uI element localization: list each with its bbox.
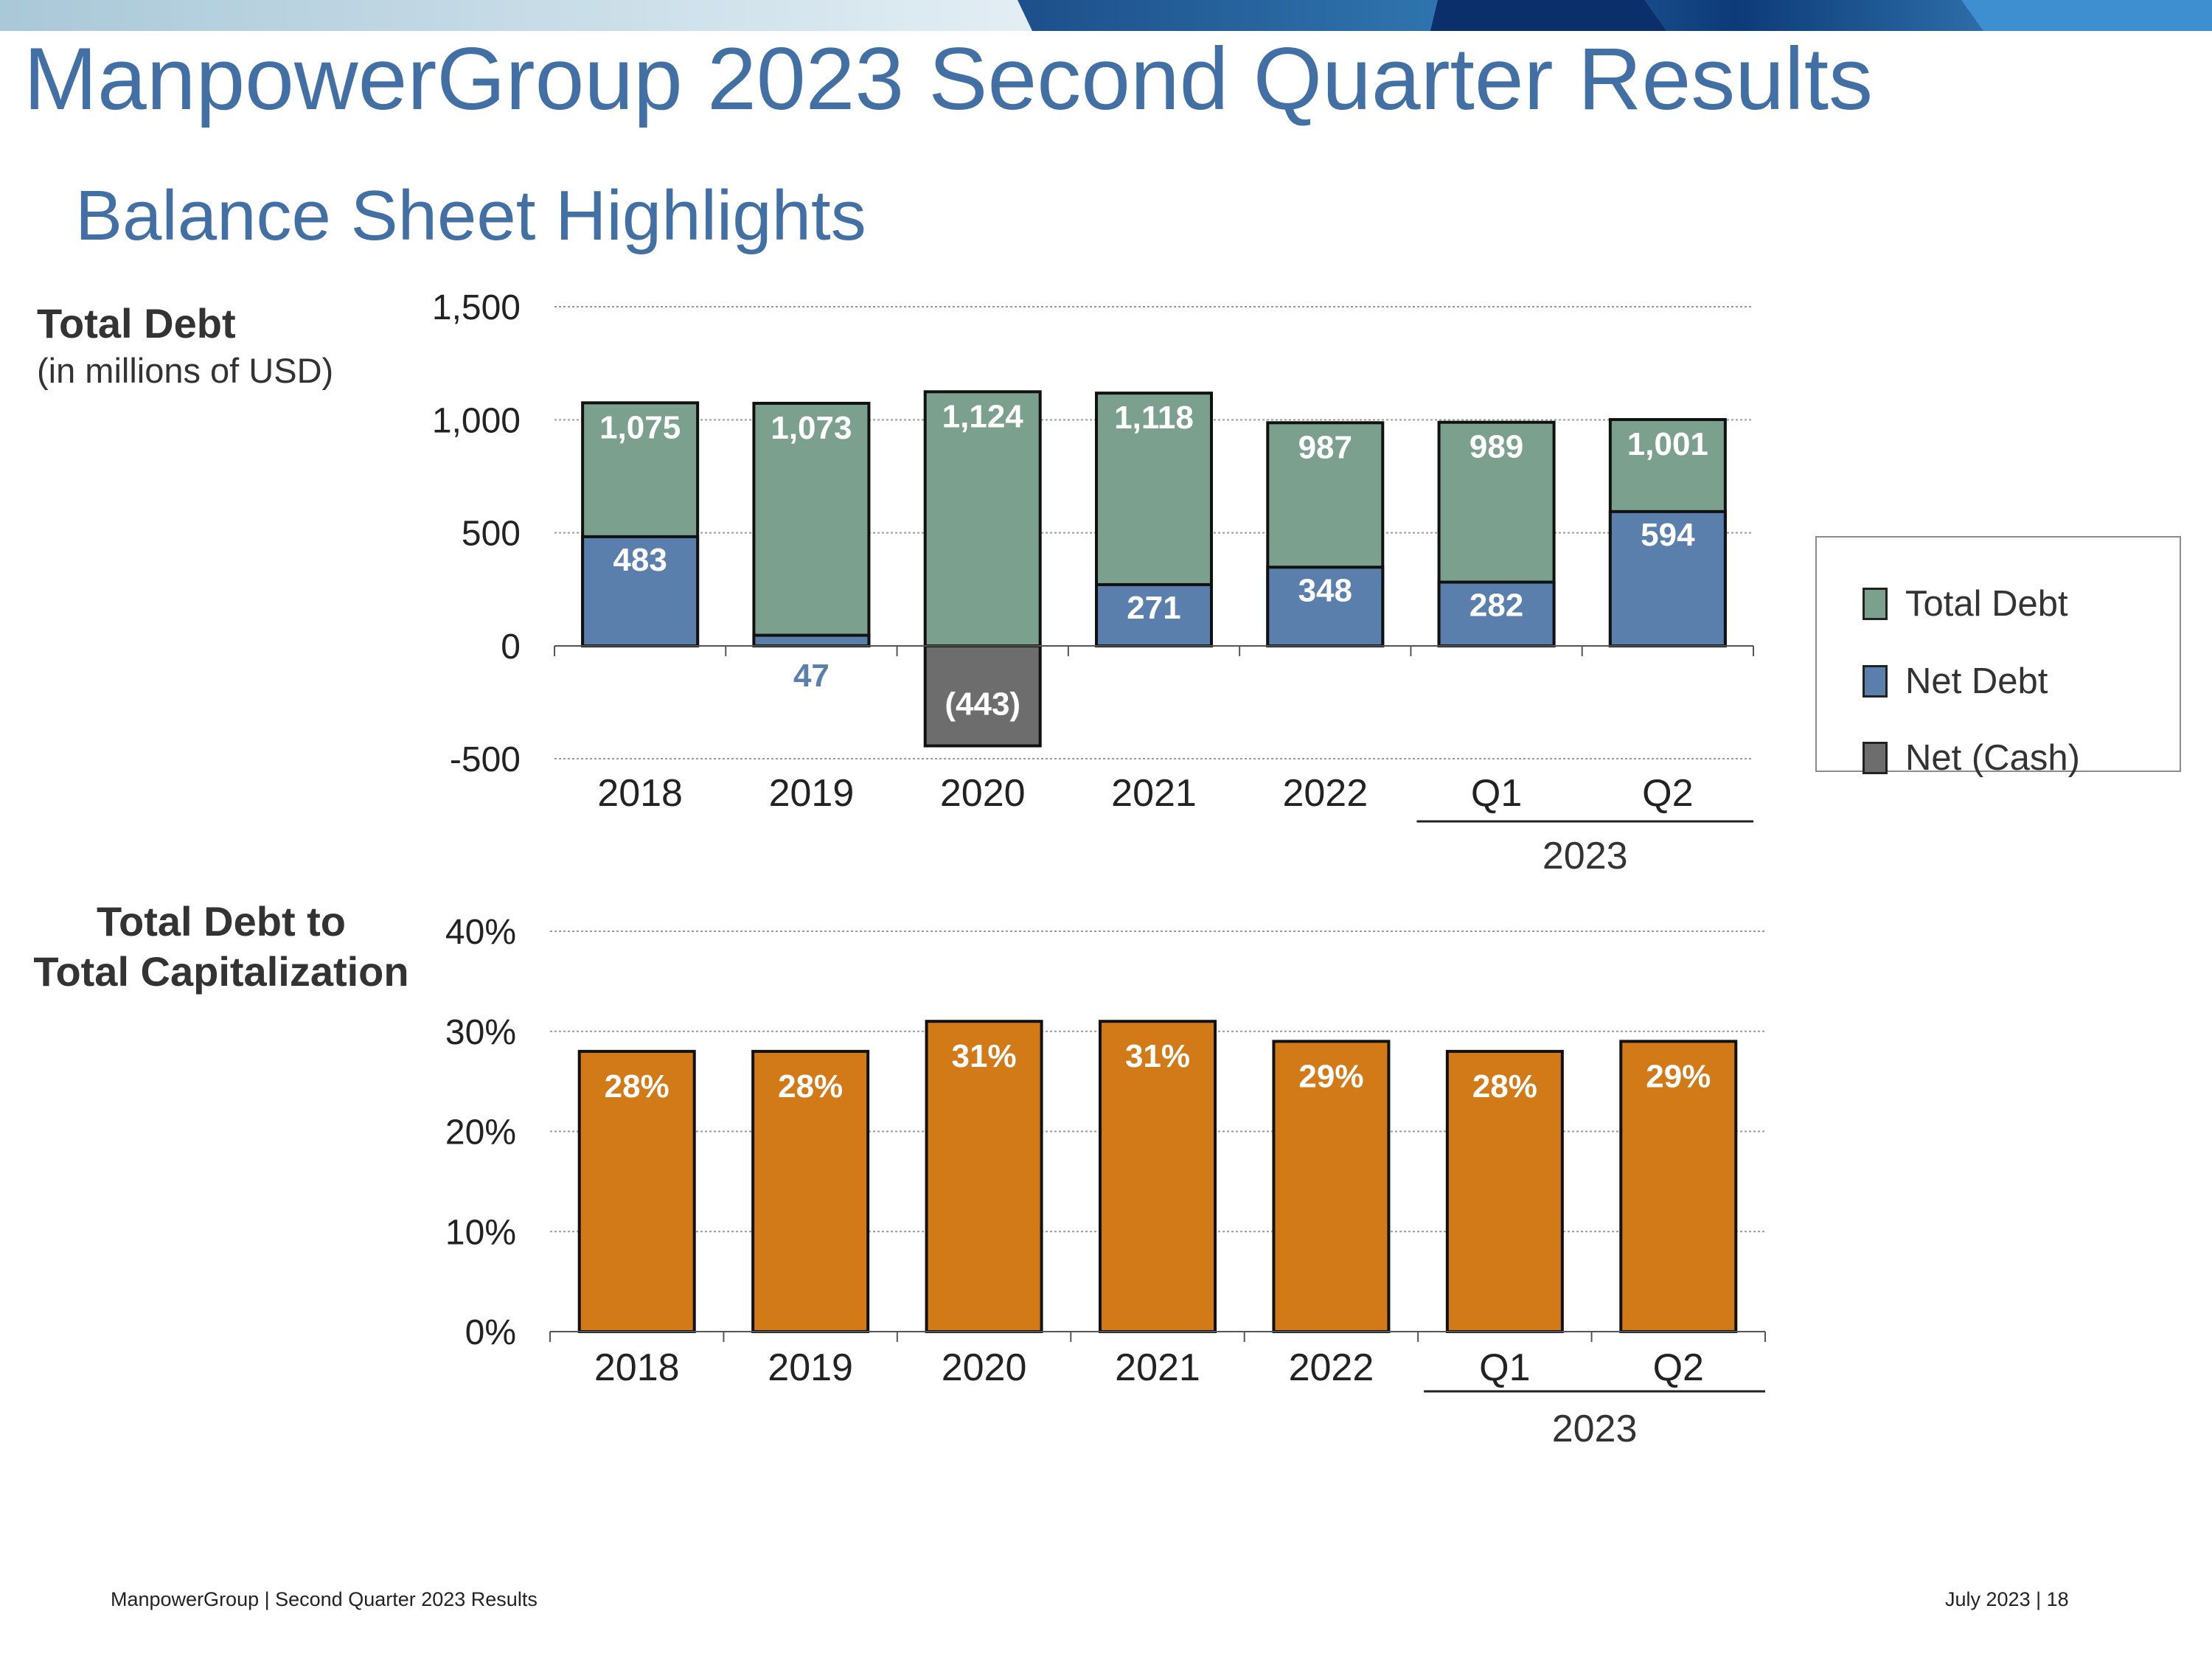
- bar-net-debt: [1266, 566, 1385, 648]
- data-label: 271: [1127, 590, 1180, 626]
- bar-net-debt: [1437, 580, 1556, 648]
- y-tick-label: 30%: [445, 1013, 516, 1052]
- x-tick-label: 2021: [1111, 772, 1197, 815]
- page-subtitle: Balance Sheet Highlights: [75, 176, 866, 255]
- bar-total-debt: [752, 401, 871, 647]
- bar-total-debt-to-total-capitalization: [751, 1049, 870, 1334]
- data-label: 29%: [1646, 1058, 1711, 1094]
- y-tick-label: 1,500: [432, 288, 521, 327]
- data-label: 28%: [778, 1068, 843, 1105]
- total-debt-chart: 1,500 1,000 500 0 -500 1,075 483 2018 1,073 47 201…: [432, 288, 1754, 877]
- y-tick-label: 40%: [445, 913, 516, 952]
- data-label: 47: [793, 658, 830, 694]
- bar-total-debt-to-total-capitalization: [577, 1049, 696, 1334]
- bar-net-debt: [1095, 582, 1213, 647]
- x-tick-label: Q1: [1479, 1346, 1530, 1389]
- legend-swatch: [1863, 588, 1888, 620]
- x-tick-label: Q2: [1642, 772, 1693, 815]
- legend-item-net-debt: Net Debt: [1863, 659, 2048, 703]
- data-label: 1,001: [1627, 426, 1708, 462]
- data-label: 594: [1641, 517, 1695, 553]
- data-label: 348: [1298, 572, 1352, 608]
- data-label: 1,124: [942, 398, 1024, 434]
- bar-net-cash-: [923, 644, 1042, 748]
- data-label: 1,075: [599, 409, 681, 445]
- legend-swatch: [1863, 665, 1888, 698]
- x-tick-label: 2021: [1115, 1346, 1200, 1389]
- legend-item-net-cash: Net (Cash): [1863, 736, 2080, 780]
- x-tick-label: 2022: [1282, 772, 1368, 815]
- group-label: 2023: [1543, 835, 1628, 877]
- capitalization-chart-label: Total Debt to Total Capitalization: [22, 897, 420, 997]
- header-decorative-bar: [0, 0, 2212, 31]
- data-label: 31%: [1125, 1038, 1190, 1074]
- bar-total-debt-to-total-capitalization: [925, 1020, 1043, 1334]
- chart-legend: Total Debt Net Debt Net (Cash): [1815, 536, 2181, 778]
- x-tick-label: 2020: [942, 1346, 1027, 1389]
- data-label: 28%: [1472, 1068, 1537, 1105]
- legend-label: Net Debt: [1905, 661, 2048, 701]
- total-debt-units: (in millions of USD): [37, 351, 334, 390]
- capitalization-heading-line2: Total Capitalization: [33, 948, 409, 995]
- data-label: 282: [1470, 588, 1523, 624]
- y-tick-label: 0%: [465, 1313, 516, 1352]
- x-tick-label: 2020: [940, 772, 1026, 815]
- data-label: 989: [1470, 429, 1523, 465]
- data-label: 987: [1298, 429, 1352, 465]
- legend-label: Total Debt: [1905, 584, 2068, 624]
- x-tick-label: 2022: [1289, 1346, 1374, 1389]
- total-debt-chart-label: Total Debt (in millions of USD): [37, 299, 333, 393]
- y-tick-label: 10%: [445, 1213, 516, 1252]
- data-label: 28%: [605, 1068, 669, 1105]
- y-tick-label: 20%: [445, 1113, 516, 1152]
- x-tick-label: 2019: [768, 1346, 853, 1389]
- bar-total-debt-to-total-capitalization: [1099, 1020, 1217, 1334]
- debt-to-capitalization-chart: 40% 30% 20% 10% 0% 28% 2018 28% 2019 31% 2020 31% 20…: [445, 913, 1766, 1450]
- bar-net-debt: [752, 633, 871, 648]
- legend-label: Net (Cash): [1905, 738, 2080, 778]
- y-tick-label: 0: [501, 627, 521, 667]
- group-label: 2023: [1552, 1408, 1638, 1450]
- y-tick-label: 1,000: [432, 401, 521, 440]
- x-tick-label: 2018: [597, 772, 683, 815]
- data-label: (443): [945, 686, 1020, 723]
- footer-date-page: July 2023 | 18: [1945, 1588, 2069, 1610]
- legend-item-total-debt: Total Debt: [1863, 582, 2068, 626]
- bar-net-debt: [1608, 509, 1727, 648]
- x-tick-label: Q2: [1653, 1346, 1704, 1389]
- footer-company: ManpowerGroup | Second Quarter 2023 Resu…: [111, 1588, 538, 1610]
- y-tick-label: -500: [450, 740, 521, 779]
- legend-swatch: [1863, 742, 1888, 774]
- capitalization-heading-line1: Total Debt to: [96, 898, 347, 945]
- bar-total-debt-to-total-capitalization: [1445, 1049, 1564, 1334]
- x-tick-label: Q1: [1471, 772, 1522, 815]
- x-tick-label: 2018: [594, 1346, 680, 1389]
- data-label: 483: [613, 542, 667, 578]
- data-label: 1,073: [771, 410, 852, 446]
- data-label: 31%: [952, 1038, 1017, 1074]
- x-tick-label: 2019: [769, 772, 855, 815]
- total-debt-heading: Total Debt: [37, 300, 236, 347]
- data-label: 1,118: [1114, 400, 1194, 436]
- data-label: 29%: [1298, 1058, 1363, 1094]
- y-tick-label: 500: [462, 515, 521, 554]
- page-title: ManpowerGroup 2023 Second Quarter Result…: [24, 29, 1874, 128]
